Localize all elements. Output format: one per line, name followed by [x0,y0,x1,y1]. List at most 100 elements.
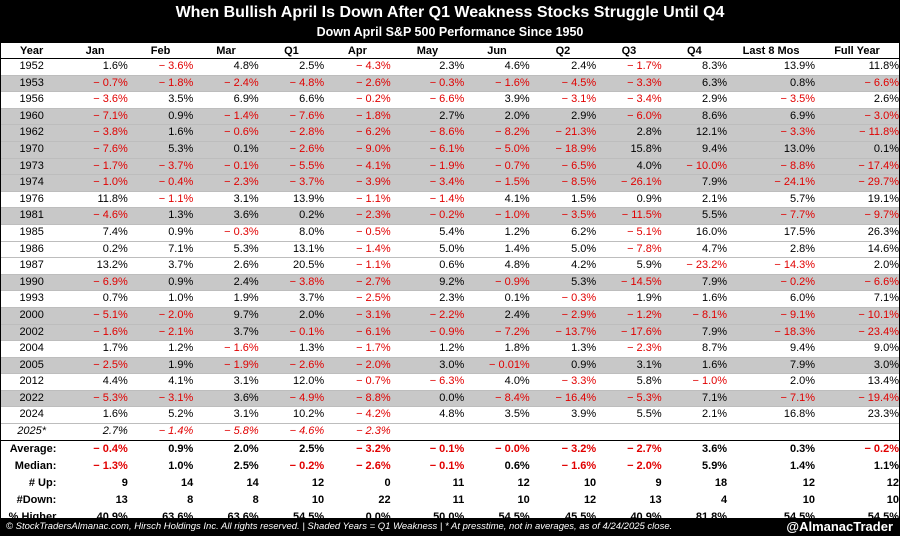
value-cell: − 0.3% [561,292,597,305]
value-cell: 2.0% [299,308,325,321]
summary-value: − 3.2% [529,439,597,458]
value-cell [391,424,465,441]
value-cell: − 1.6% [495,76,530,89]
table-subtitle: Down April S&P 500 Performance Since 195… [316,25,584,39]
value-cell: − 8.5% [561,176,597,189]
value-cell: 8.0% [299,225,325,238]
value-cell: 1.3% [299,342,325,355]
value-cell: 7.1% [873,292,899,305]
value-cell: 1.6% [168,126,194,139]
value-cell: 3.5% [504,408,530,421]
value-cell: 2.3% [439,292,465,305]
value-cell: 13.0% [783,142,816,155]
value-cell: 2.7% [439,109,465,122]
summary-value: 12 [886,476,899,489]
value-cell: − 21.3% [555,126,597,139]
value-cell: − 2.0% [356,358,391,371]
value-cell: 1.9% [168,358,194,371]
column-header-may: May [390,43,465,59]
value-cell: 6.0% [789,292,816,305]
column-header-q4: Q4 [661,43,728,59]
value-cell: 5.5% [702,209,728,222]
value-cell: − 7.6% [289,109,325,122]
value-cell: 4.1% [168,375,194,388]
value-cell: − 3.1% [561,93,597,106]
value-cell: 23.3% [867,408,899,421]
value-cell: 4.8% [233,60,259,72]
value-cell: − 2.3% [356,209,391,222]
performance-table: Year Jan Feb Mar Q1 Apr May Jun Q2 Q3 Q4 Last 8 Mos… [1,43,899,526]
year-cell: 1973 [19,159,44,172]
value-cell: − 1.1% [356,192,391,205]
summary-value: − 0.1% [390,439,465,458]
value-cell: − 4.1% [356,159,391,172]
summary-value: 10 [517,493,530,506]
summary-value: − 2.6% [356,459,391,472]
year-cell: 2024 [19,408,44,421]
value-cell: 13.9% [783,60,816,72]
year-cell: 1962 [19,126,44,139]
summary-value: 11 [452,493,465,506]
table-row: 2025* 2.7% − 1.4% − 5.8% − 4.6% − 2.3% [1,424,899,441]
value-cell: − 0.2% [356,93,391,106]
value-cell: 20.5% [292,259,325,272]
value-cell: 6.9% [789,109,816,122]
value-cell: − 3.6% [93,93,128,106]
value-cell: 14.6% [867,242,899,255]
value-cell: 4.2% [571,259,597,272]
summary-row: # Up: 9 14 14 12 0 11 12 10 9 18 12 12 [1,475,899,492]
value-cell: − 9.0% [356,142,391,155]
value-cell: 8.6% [702,109,728,122]
value-cell: − 1.7% [93,159,128,172]
value-cell: − 3.8% [93,126,128,139]
value-cell: 5.3% [233,242,259,255]
value-cell: 7.1% [702,391,728,404]
value-cell: 0.9% [168,109,194,122]
value-cell: − 3.5% [561,209,597,222]
column-header-year: Year [1,43,63,59]
year-cell: 2025* [17,425,47,438]
column-header-q1: Q1 [258,43,325,59]
value-cell: − 1.1% [356,259,391,272]
value-cell: − 5.1% [627,225,662,238]
table-row: 1990 − 6.9% 0.9% 2.4% − 3.8% − 2.7% 9.2% − 0.9%… [1,274,899,291]
year-cell: 1987 [19,259,44,272]
value-cell: − 6.6% [864,275,899,288]
value-cell: − 9.7% [864,209,899,222]
summary-value: − 0.4% [62,439,128,458]
value-cell: 3.7% [168,259,194,272]
year-cell: 1986 [19,242,44,255]
value-cell: 3.1% [233,408,259,421]
summary-value: 13 [115,493,128,506]
value-cell: 1.3% [571,342,597,355]
value-cell: − 3.4% [429,176,465,189]
value-cell: 12.0% [292,375,325,388]
table-row: 1953 − 0.7% − 1.8% − 2.4% − 4.8% − 2.6% − 0.3%… [1,75,899,92]
year-cell: 1976 [19,192,44,205]
almanac-trader-handle: @AlmanacTrader [786,519,893,534]
value-cell: − 8.6% [429,126,465,139]
value-cell [815,424,899,441]
value-cell: − 3.7% [289,176,325,189]
value-cell: − 5.8% [224,425,259,438]
table-row: 1993 0.7% 1.0% 1.9% 3.7% − 2.5% 2.3% 0.1% − 0.3%… [1,291,899,308]
value-cell: − 3.0% [864,109,899,122]
value-cell [662,424,727,441]
value-cell: − 8.8% [356,391,391,404]
value-cell: − 8.2% [495,126,530,139]
value-cell [464,424,529,441]
value-cell: − 3.3% [561,375,597,388]
year-cell: 1974 [19,176,44,189]
value-cell: − 1.8% [356,109,391,122]
value-cell: 3.6% [233,391,259,404]
value-cell: − 5.3% [627,391,662,404]
value-cell: − 0.5% [356,225,391,238]
value-cell: 9.7% [233,308,259,321]
year-cell: 2005 [19,358,44,371]
value-cell: 0.7% [102,292,128,305]
year-cell: 1960 [19,109,44,122]
summary-value: 11 [452,476,465,489]
value-cell: 8.7% [702,342,728,355]
value-cell: − 0.4% [158,176,194,189]
